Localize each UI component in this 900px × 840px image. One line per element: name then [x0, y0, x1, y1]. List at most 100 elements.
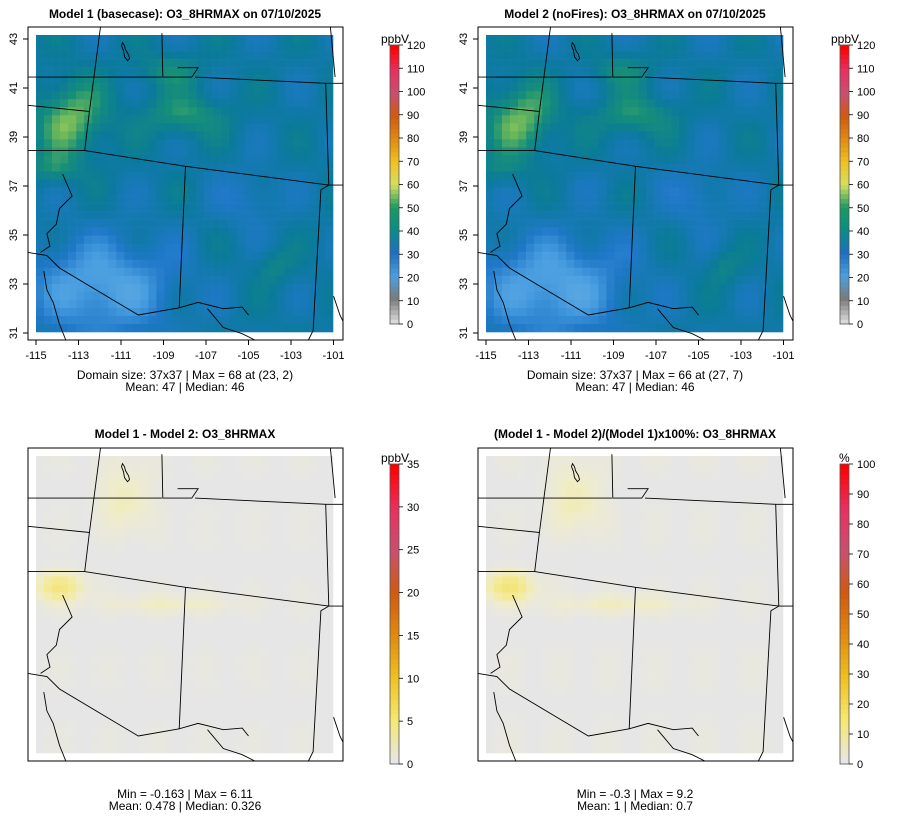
grid-cell [196, 259, 205, 269]
grid-cell [774, 227, 784, 236]
grid-cell [260, 456, 270, 465]
grid-cell [534, 131, 543, 140]
grid-cell [686, 544, 696, 553]
grid-cell [494, 307, 503, 317]
grid-cell [268, 227, 278, 236]
grid-cell [68, 179, 77, 188]
grid-cell [260, 736, 270, 746]
grid-cell [726, 51, 736, 60]
grid-cell [188, 568, 197, 577]
y-tick-label: 35 [458, 229, 470, 241]
grid-cell [300, 664, 310, 674]
grid-cell [670, 99, 679, 108]
grid-cell [694, 315, 704, 325]
grid-cell [276, 267, 286, 277]
grid-cell [590, 131, 599, 140]
grid-cell [76, 75, 85, 84]
grid-cell [212, 291, 221, 301]
grid-cell [630, 155, 639, 164]
grid-cell [260, 179, 270, 188]
grid-cell [76, 472, 85, 481]
grid-cell [228, 83, 237, 92]
grid-cell [60, 552, 69, 561]
grid-cell [710, 115, 720, 124]
grid-cell [284, 291, 294, 301]
grid-cell [582, 107, 591, 116]
grid-cell [510, 219, 519, 228]
grid-cell [76, 131, 85, 140]
grid-cell [494, 528, 503, 537]
grid-cell [76, 616, 85, 625]
grid-cell [606, 211, 615, 220]
grid-cell [236, 155, 246, 164]
grid-cell [148, 99, 157, 108]
grid-cell [268, 488, 278, 497]
grid-cell [92, 43, 101, 52]
grid-cell [686, 51, 696, 60]
grid-cell [614, 131, 623, 140]
grid-cell [236, 696, 246, 706]
grid-cell [172, 656, 181, 666]
grid-cell [84, 680, 93, 690]
grid-cell [638, 99, 647, 108]
colorbar-segment [840, 49, 849, 55]
grid-cell [542, 219, 551, 228]
grid-cell [228, 275, 237, 285]
grid-cell [734, 67, 744, 76]
grid-cell [244, 504, 254, 513]
colorbar-segment [390, 244, 399, 250]
grid-cell [614, 91, 623, 100]
grid-cell [292, 123, 302, 132]
grid-cell [494, 259, 503, 269]
grid-cell [558, 227, 567, 236]
grid-cell [260, 107, 270, 116]
grid-cell [204, 51, 213, 60]
grid-cell [188, 464, 197, 473]
colorbar-segment [390, 282, 399, 288]
grid-cell [76, 736, 85, 746]
grid-cell [164, 736, 173, 746]
grid-cell [774, 536, 784, 545]
grid-cell [734, 315, 744, 325]
grid-cell [316, 323, 326, 333]
grid-cell [276, 227, 286, 236]
grid-cell [710, 147, 720, 156]
grid-cell [598, 520, 607, 529]
grid-cell [44, 504, 53, 513]
grid-cell [132, 163, 141, 172]
grid-cell [718, 315, 728, 325]
grid-cell [622, 179, 631, 188]
grid-cell [742, 115, 752, 124]
grid-cell [662, 139, 671, 148]
grid-cell [84, 456, 93, 465]
grid-cell [276, 648, 286, 657]
grid-cell [260, 728, 270, 738]
grid-cell [734, 131, 744, 140]
grid-cell [124, 520, 133, 529]
grid-cell [244, 115, 254, 124]
grid-cell [710, 512, 720, 521]
grid-cell [148, 51, 157, 60]
grid-cell [252, 139, 262, 148]
grid-cell [284, 123, 294, 132]
grid-cell [742, 552, 752, 561]
grid-cell [124, 480, 133, 489]
grid-cell [84, 704, 93, 714]
grid-cell [566, 275, 575, 285]
grid-cell [244, 552, 254, 561]
grid-cell [228, 504, 237, 513]
grid-cell [614, 163, 623, 172]
grid-cell [260, 299, 270, 309]
grid-cell [292, 720, 302, 730]
grid-cell [662, 227, 671, 236]
grid-cell [180, 147, 189, 156]
x-tick-label: -107 [645, 350, 667, 362]
grid-cell [758, 307, 768, 317]
grid-cell [774, 307, 784, 317]
grid-cell [292, 688, 302, 698]
grid-cell [630, 520, 639, 529]
grid-cell [276, 219, 286, 228]
state-border [43, 692, 67, 762]
grid-cell [686, 299, 696, 309]
grid-cell [188, 680, 197, 690]
